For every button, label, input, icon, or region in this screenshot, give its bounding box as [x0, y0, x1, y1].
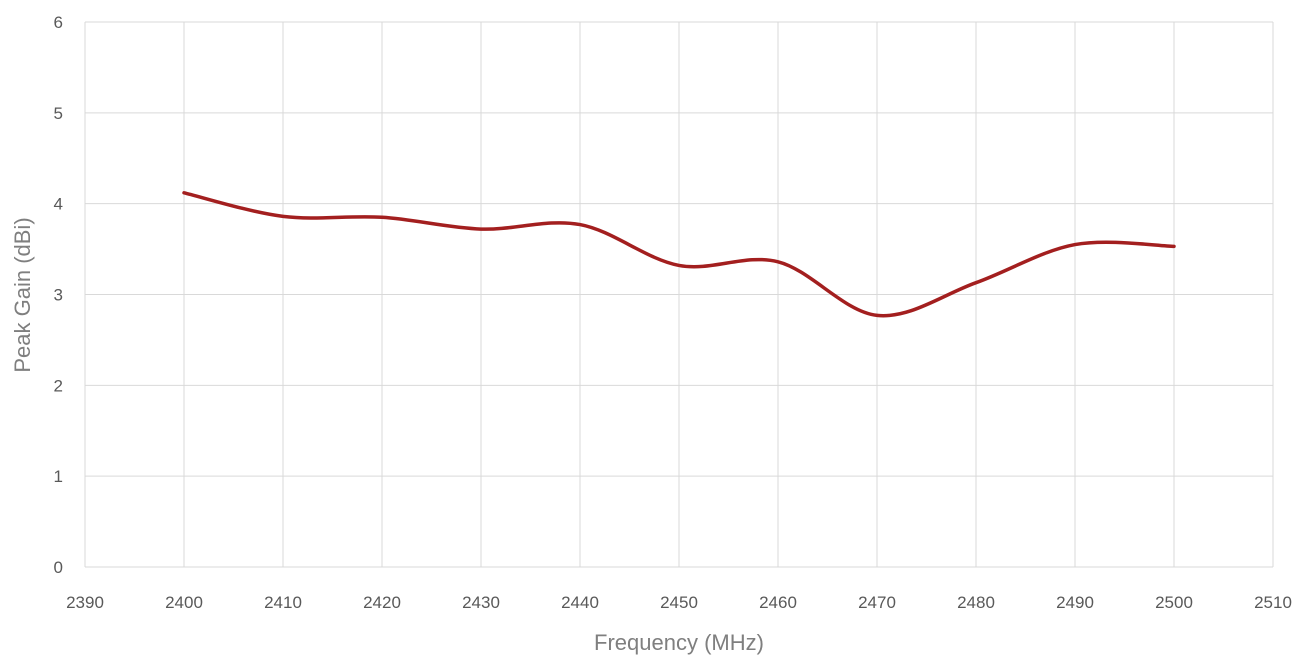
y-axis-title: Peak Gain (dBi): [10, 217, 35, 372]
series-line: [182, 191, 1176, 318]
x-tick-labels: 2390 2400 2410 2420 2430 2440 2450 2460 2470 2480…: [66, 593, 1292, 612]
y-tick-label: 2: [54, 376, 63, 395]
x-tick-label: 2400: [165, 593, 203, 612]
x-tick-label: 2390: [66, 593, 104, 612]
y-tick-label: 3: [54, 286, 63, 305]
y-tick-labels: 0 1 2 3 4 5 6: [54, 13, 63, 577]
x-tick-label: 2410: [264, 593, 302, 612]
series-lines: [182, 191, 1176, 318]
x-tick-label: 2430: [462, 593, 500, 612]
x-tick-label: 2460: [759, 593, 797, 612]
y-tick-label: 4: [54, 195, 63, 214]
x-tick-label: 2420: [363, 593, 401, 612]
x-tick-label: 2490: [1056, 593, 1094, 612]
y-tick-label: 5: [54, 104, 63, 123]
x-tick-label: 2440: [561, 593, 599, 612]
x-tick-label: 2510: [1254, 593, 1292, 612]
x-tick-label: 2470: [858, 593, 896, 612]
x-tick-label: 2450: [660, 593, 698, 612]
y-tick-label: 6: [54, 13, 63, 32]
y-tick-label: 1: [54, 467, 63, 486]
x-tick-label: 2500: [1155, 593, 1193, 612]
y-tick-label: 0: [54, 558, 63, 577]
gridlines: [84, 21, 1274, 568]
x-axis-title: Frequency (MHz): [594, 630, 764, 655]
x-tick-label: 2480: [957, 593, 995, 612]
